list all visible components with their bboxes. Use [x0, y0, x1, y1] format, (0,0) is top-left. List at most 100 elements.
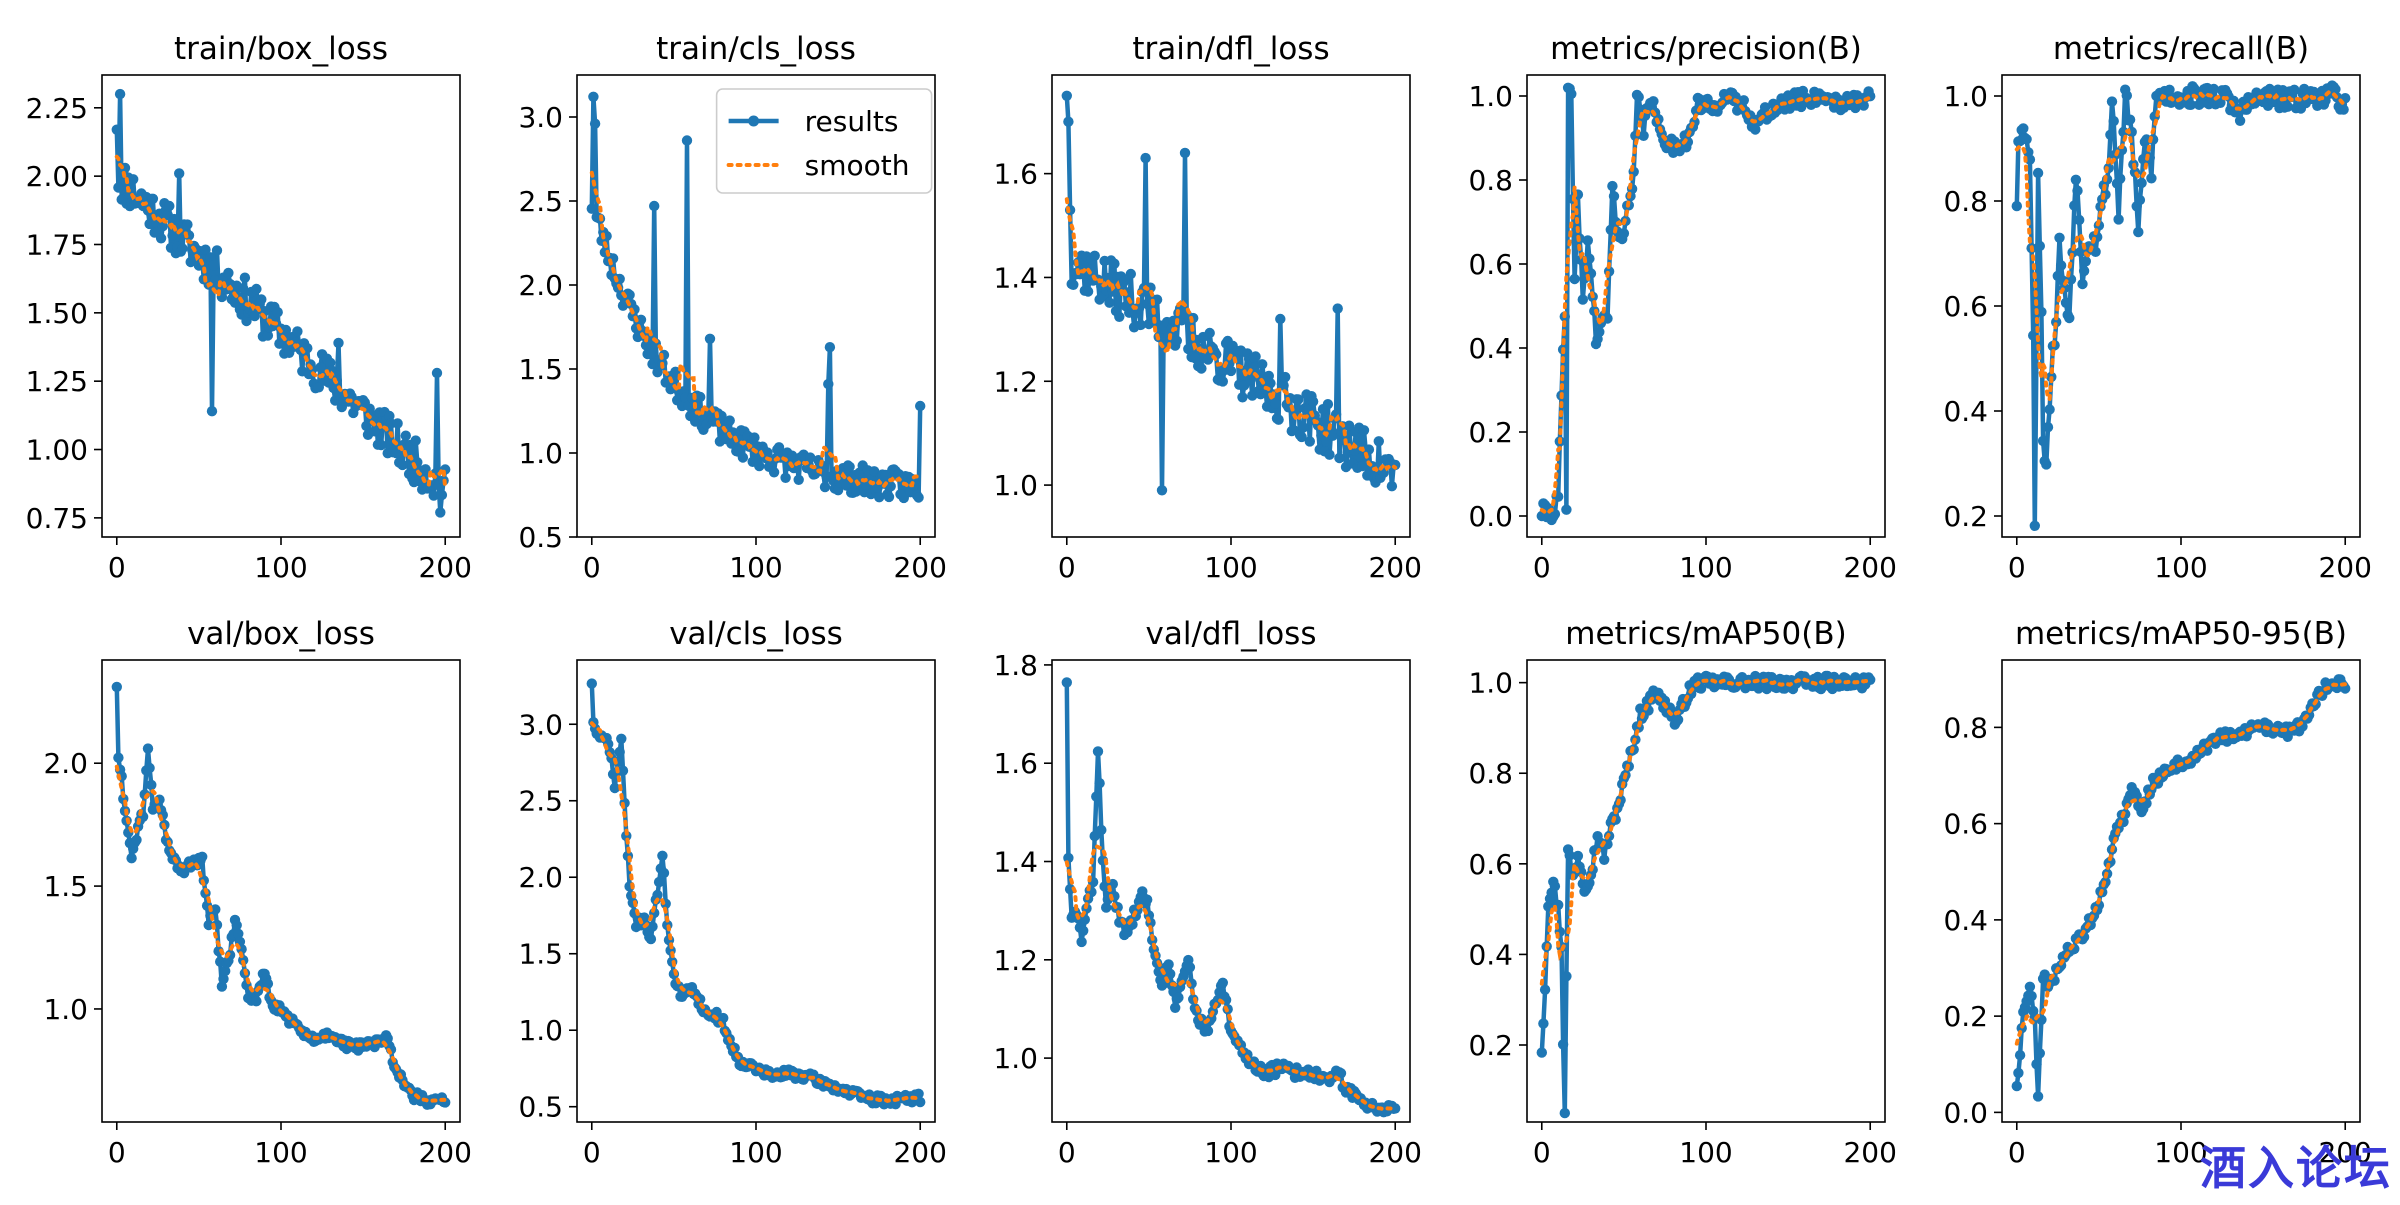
x-tick-label: 0: [2008, 1136, 2026, 1169]
y-tick-label: 1.5: [43, 870, 88, 903]
axes-frame: [1051, 74, 1411, 538]
results-point: [126, 853, 137, 864]
subplot-title: metrics/mAP50-95(B): [2015, 616, 2347, 652]
x-tick-label: 200: [1843, 551, 1896, 584]
smooth-line: [589, 721, 923, 1104]
results-point: [1561, 971, 1572, 982]
y-tick-label: 1.0: [993, 1042, 1038, 1075]
results-point: [805, 452, 816, 463]
y-tick-label: 0.2: [1468, 1029, 1513, 1062]
results-point: [205, 252, 216, 263]
y-tick-label: 0.8: [1943, 185, 1988, 218]
x-tick-label: 200: [1368, 1136, 1421, 1169]
results-point: [333, 337, 344, 349]
axes-frame: [2001, 74, 2361, 538]
results-point: [915, 1096, 926, 1108]
results-point: [223, 267, 234, 279]
results-point: [762, 447, 773, 458]
y-tick-label: 1.5: [518, 938, 563, 971]
results-point: [640, 340, 652, 351]
results-point: [1334, 452, 1345, 464]
y-tick-label: 1.50: [26, 297, 88, 330]
results-point: [2013, 1067, 2024, 1079]
results-point: [844, 461, 855, 472]
results-point: [768, 467, 780, 478]
y-tick-label: 1.4: [993, 261, 1038, 294]
results-point: [1114, 311, 1125, 322]
axes-frame: [1526, 74, 1886, 538]
results-point: [2037, 435, 2049, 447]
results-point: [683, 400, 694, 411]
results-point: [1064, 884, 1076, 895]
results-point: [2215, 97, 2226, 109]
y-tick-label: 1.0: [518, 437, 563, 470]
results-point: [2011, 1080, 2023, 1092]
results-point: [624, 289, 635, 301]
smooth-line: [2014, 682, 2348, 1046]
results-point: [1865, 674, 1876, 685]
results-point: [1173, 992, 1184, 1003]
results-point: [111, 681, 123, 693]
results-point: [1358, 425, 1370, 436]
results-line: [114, 686, 446, 1107]
results-point: [2044, 404, 2055, 415]
results-point: [147, 193, 159, 204]
results-point: [1068, 279, 1079, 290]
y-tick-label: 0.4: [1943, 395, 1988, 428]
results-point: [2289, 84, 2300, 96]
results-point: [1156, 485, 1168, 496]
results-point: [113, 182, 124, 193]
results-point: [238, 283, 249, 294]
results-point: [325, 357, 336, 368]
results-point: [1078, 925, 1089, 936]
legend-box: [715, 88, 933, 194]
results-point: [824, 342, 836, 353]
results-point: [1858, 100, 1869, 111]
subplot-title: metrics/recall(B): [2053, 31, 2309, 67]
y-tick-label: 0.6: [1468, 848, 1513, 881]
subplot-metrics_map50: metrics/mAP50(B) 0.2 0.4 0.6 0.8 1.0 0 100 200: [1468, 616, 1896, 1169]
results-point: [2014, 1050, 2026, 1061]
smooth-line: [589, 170, 923, 489]
results-point: [2108, 115, 2119, 127]
results-point: [1170, 1002, 1181, 1013]
subplot-title: train/dfl_loss: [1132, 31, 1329, 67]
x-tick-label: 200: [2318, 1136, 2371, 1169]
results-point: [1633, 91, 1644, 103]
results-point: [256, 294, 267, 305]
axes-frame: [576, 659, 936, 1123]
results-point: [2078, 265, 2090, 277]
results-point: [182, 219, 193, 230]
subplot-title: train/box_loss: [174, 31, 388, 67]
results-point: [211, 245, 223, 256]
y-tick-label: 1.00: [26, 434, 88, 467]
y-tick-label: 0.5: [518, 521, 563, 554]
x-tick-label: 100: [729, 551, 782, 584]
results-point: [2024, 981, 2036, 992]
results-point: [1335, 1068, 1347, 1079]
results-point: [2077, 278, 2088, 290]
results-point: [376, 439, 387, 451]
results-point: [2029, 520, 2041, 531]
results-point: [2021, 134, 2032, 145]
results-point: [754, 460, 765, 472]
results-point: [436, 489, 448, 501]
results-point: [657, 850, 668, 861]
results-point: [681, 135, 693, 146]
x-tick-label: 200: [418, 1136, 471, 1169]
results-point: [1225, 365, 1237, 377]
results-point: [2036, 306, 2047, 318]
y-tick-label: 1.25: [26, 365, 88, 398]
results-point: [695, 391, 706, 403]
y-tick-label: 2.0: [518, 861, 563, 894]
smooth-line: [114, 764, 448, 1103]
results-point: [1140, 152, 1151, 164]
results-point: [262, 978, 274, 989]
results-point: [1357, 460, 1368, 472]
x-tick-label: 200: [1368, 551, 1421, 584]
results-point: [819, 481, 831, 493]
results-point: [1101, 902, 1112, 913]
smooth-line: [1539, 677, 1873, 986]
results-point: [1165, 968, 1176, 980]
